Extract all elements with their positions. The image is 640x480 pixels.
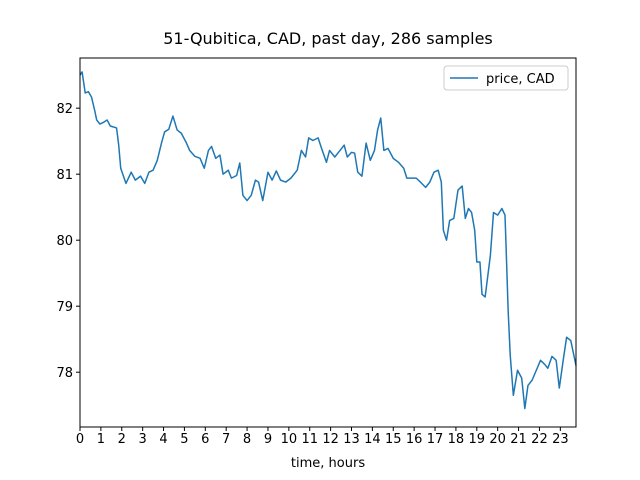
legend-label: price, CAD [486, 72, 555, 87]
x-tick-label: 13 [343, 432, 360, 447]
y-tick-label: 82 [56, 102, 73, 117]
x-tick-label: 4 [159, 432, 167, 447]
x-tick-label: 5 [180, 432, 188, 447]
x-axis-label: time, hours [291, 456, 365, 471]
plot-frame [79, 57, 577, 428]
x-tick-label: 14 [364, 432, 381, 447]
x-tick-label: 20 [489, 432, 506, 447]
y-tick-label: 79 [56, 300, 73, 315]
x-tick-label: 18 [448, 432, 465, 447]
x-tick-label: 23 [552, 432, 569, 447]
x-tick-label: 9 [264, 432, 272, 447]
x-tick-label: 7 [222, 432, 230, 447]
x-tick-label: 16 [406, 432, 423, 447]
x-tick-label: 15 [385, 432, 402, 447]
x-tick-label: 2 [118, 432, 126, 447]
x-tick-label: 22 [531, 432, 548, 447]
x-tick-label: 0 [76, 432, 84, 447]
x-tick-label: 19 [469, 432, 486, 447]
x-tick-label: 1 [97, 432, 105, 447]
x-tick-label: 12 [322, 432, 339, 447]
y-tick-label: 78 [56, 366, 73, 381]
chart-title: 51-Qubitica, CAD, past day, 286 samples [163, 29, 493, 48]
x-tick-label: 10 [281, 432, 298, 447]
x-tick-label: 6 [201, 432, 209, 447]
x-tick-label: 8 [243, 432, 251, 447]
y-tick-label: 80 [56, 234, 73, 249]
price-line [79, 71, 577, 410]
x-tick-label: 17 [427, 432, 444, 447]
x-tick-label: 3 [139, 432, 147, 447]
y-tick-label: 81 [56, 168, 73, 183]
x-tick-label: 21 [510, 432, 527, 447]
x-tick-label: 11 [301, 432, 318, 447]
legend-box [443, 65, 569, 91]
